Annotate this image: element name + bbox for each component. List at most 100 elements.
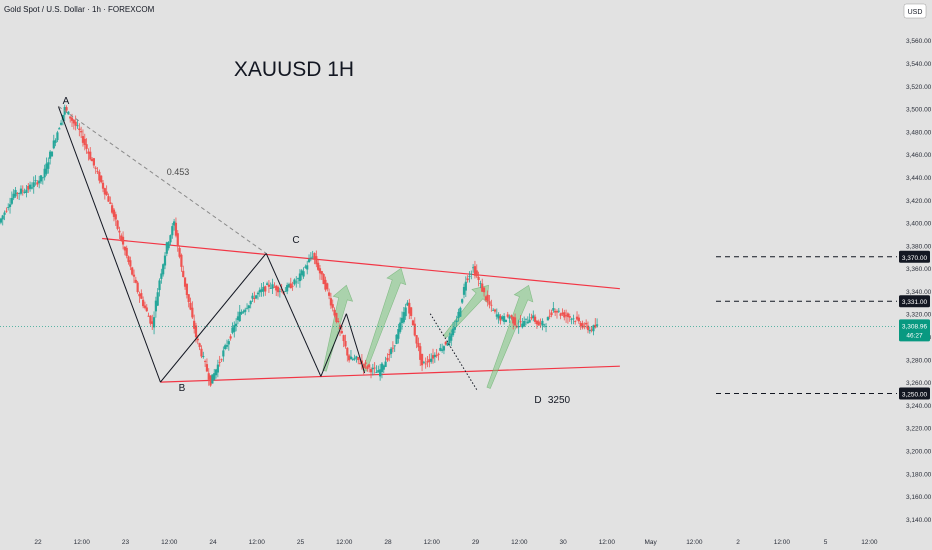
projection-arrow xyxy=(486,284,534,389)
candle xyxy=(435,348,438,358)
price-badges: 3,370.00 3,331.00 3,250.00 3,308.96 46:27 xyxy=(899,250,930,400)
candle xyxy=(554,308,557,316)
time-axis[interactable]: 22 12:00 23 12:00 24 12:00 25 12:00 28 12:00 29 12:… xyxy=(34,539,877,546)
candle xyxy=(329,292,333,309)
candle-body xyxy=(444,341,447,345)
candle xyxy=(337,317,340,324)
candle-body xyxy=(473,266,477,276)
candle xyxy=(510,314,513,320)
candle xyxy=(171,222,174,239)
candle xyxy=(313,252,316,265)
candle xyxy=(462,283,466,299)
candle-body xyxy=(242,311,245,313)
candle xyxy=(58,127,61,130)
candle xyxy=(98,169,101,184)
candle xyxy=(107,193,110,202)
candle-body xyxy=(149,315,152,324)
candle-body xyxy=(18,192,21,194)
candle xyxy=(59,120,63,126)
candle xyxy=(298,269,302,288)
candle xyxy=(450,329,453,346)
trendline-layer xyxy=(102,237,620,383)
candle-body xyxy=(189,302,192,310)
candle xyxy=(534,314,537,324)
candle xyxy=(486,290,489,307)
candle xyxy=(397,323,400,344)
candle xyxy=(220,358,223,363)
candle-body xyxy=(369,369,373,373)
candle-body xyxy=(251,295,254,299)
candle xyxy=(327,288,331,300)
price-tick-label: 3,160.00 xyxy=(906,494,932,501)
time-tick-label: 22 xyxy=(34,539,42,546)
candle xyxy=(94,166,97,174)
currency-button[interactable] xyxy=(903,3,927,19)
candle-body xyxy=(428,359,431,363)
candle xyxy=(205,358,209,373)
wave-line xyxy=(57,106,161,383)
candle-body xyxy=(47,162,50,169)
candle-body xyxy=(358,363,362,365)
candle xyxy=(267,280,271,294)
candle xyxy=(189,297,192,311)
candle-body xyxy=(169,235,172,243)
candle-body xyxy=(204,361,207,362)
price-scale[interactable] xyxy=(897,0,932,550)
candle-body xyxy=(125,247,128,257)
price-tick-label: 3,140.00 xyxy=(906,517,932,524)
candle xyxy=(247,304,250,313)
candle-body xyxy=(594,324,597,328)
candle-body xyxy=(360,360,363,364)
candle-body xyxy=(439,347,442,351)
candle-body xyxy=(433,354,436,358)
candle xyxy=(413,317,416,337)
candle xyxy=(227,338,230,351)
candle xyxy=(353,354,356,361)
candle-body xyxy=(592,325,595,332)
candle-body xyxy=(406,302,409,306)
candle xyxy=(72,118,75,130)
candle-body xyxy=(499,315,502,321)
candle-body xyxy=(519,321,522,323)
candle xyxy=(245,303,249,310)
candle xyxy=(3,210,6,221)
candle-body xyxy=(411,320,415,326)
candle-body xyxy=(318,268,322,274)
candle xyxy=(76,119,79,129)
candle-body xyxy=(256,292,260,295)
candle xyxy=(118,226,121,240)
candle xyxy=(191,301,194,319)
candle-body xyxy=(306,265,309,270)
candle-body xyxy=(577,317,580,322)
candle-body xyxy=(309,257,312,259)
candle xyxy=(561,308,564,316)
candle-body xyxy=(27,185,30,190)
candle xyxy=(309,252,312,262)
candle xyxy=(114,211,117,226)
candle-body xyxy=(539,322,542,324)
candle-body xyxy=(275,285,278,291)
candle-body xyxy=(112,209,116,217)
candle-body xyxy=(492,309,495,311)
candle xyxy=(501,315,504,322)
candle-body xyxy=(574,321,577,322)
candle xyxy=(555,309,559,319)
candle xyxy=(322,273,325,285)
candle-body xyxy=(10,198,13,204)
candle xyxy=(439,343,442,352)
candle-body xyxy=(561,312,564,315)
candle-body xyxy=(255,295,258,299)
candle-body xyxy=(213,373,216,380)
candle-body xyxy=(548,315,551,317)
candle xyxy=(123,245,126,256)
candle-body xyxy=(207,373,210,380)
candle-body xyxy=(56,132,59,141)
symbol-title[interactable]: Gold Spot / U.S. Dollar · 1h · FOREXCOM xyxy=(4,5,155,14)
candle xyxy=(382,364,385,374)
time-tick-label: 12:00 xyxy=(774,539,791,546)
candle-body xyxy=(375,371,378,373)
candle-body xyxy=(218,361,221,363)
candle xyxy=(30,182,34,190)
